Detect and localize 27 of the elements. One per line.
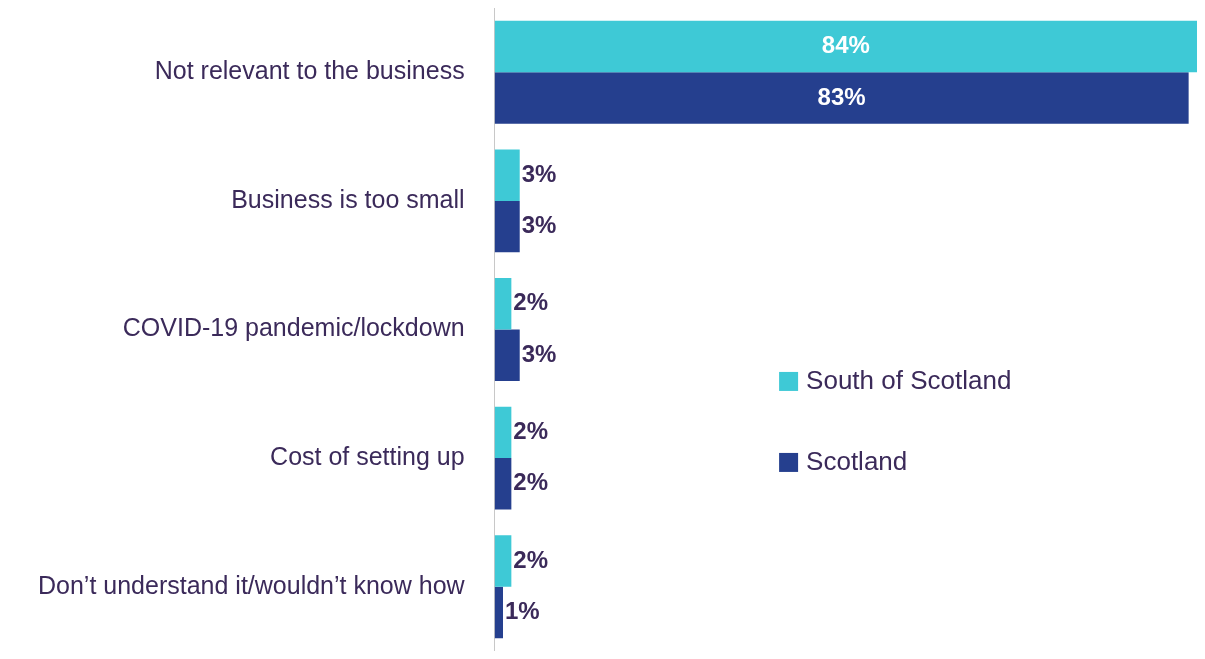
y-tick-label: Don’t understand it/wouldn’t know how [38,570,466,599]
data-label: 2% [513,545,549,573]
data-label: 2% [513,468,549,496]
data-label: 1% [505,597,540,625]
legend-label: Scotland [806,446,908,477]
bar [494,329,520,381]
data-label: 2% [513,417,549,445]
bar [494,586,503,639]
bar [494,458,512,510]
y-tick-label: Business is too small [231,184,465,213]
y-tick-label: Cost of setting up [270,441,465,470]
data-label: 3% [521,159,557,187]
bar [494,278,512,330]
data-label: 83% [817,82,866,110]
bar [494,406,512,459]
bar [494,200,520,253]
data-label: 84% [821,31,870,59]
legend-label: South of Scotland [806,365,1012,396]
bar [494,149,520,201]
y-tick-label: COVID-19 pandemic/lockdown [122,313,465,342]
data-label: 2% [513,288,549,316]
data-label: 3% [521,211,557,239]
bar [494,72,1189,124]
data-label: 3% [521,339,557,367]
bar [494,20,1197,73]
bar [494,535,512,587]
y-tick-label: Not relevant to the business [154,56,465,85]
